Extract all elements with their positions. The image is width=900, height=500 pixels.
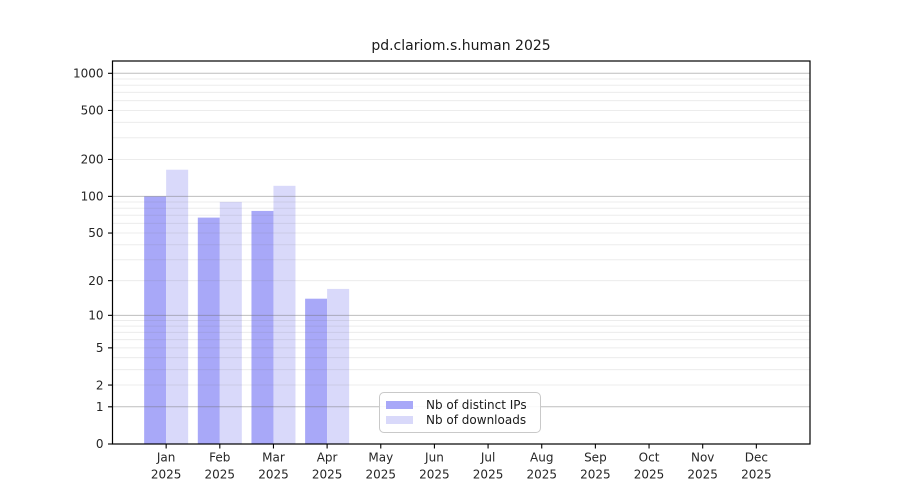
y-tick-label-1: 1 [96, 400, 104, 414]
x-tick-label-apr-year: 2025 [312, 468, 343, 482]
x-tick-label-dec: Dec [745, 451, 768, 465]
y-tick-label-500: 500 [81, 104, 104, 118]
y-tick-label-5: 5 [96, 341, 104, 355]
x-tick-label-jan-year: 2025 [151, 468, 182, 482]
bar-apr-downloads [327, 288, 350, 444]
y-tick-label-2: 2 [96, 378, 104, 392]
x-tick-label-may-year: 2025 [365, 468, 396, 482]
legend-item-distinct-ips: Nb of distinct IPs [386, 397, 532, 412]
bar-apr-distinct-ips [305, 298, 328, 444]
x-tick-label-apr: Apr [317, 451, 338, 465]
legend-item-downloads: Nb of downloads [386, 413, 532, 428]
x-tick-label-dec-year: 2025 [741, 468, 772, 482]
x-tick-label-sep-year: 2025 [580, 468, 611, 482]
x-tick-label-jun: Jun [424, 451, 444, 465]
x-tick-label-may: May [368, 451, 393, 465]
x-tick-label-aug: Aug [530, 451, 553, 465]
x-tick-label-nov-year: 2025 [687, 468, 718, 482]
x-tick-label-nov: Nov [691, 451, 714, 465]
y-tick-label-100: 100 [81, 190, 104, 204]
x-tick-label-jul: Jul [480, 451, 495, 465]
x-tick-label-feb-year: 2025 [205, 468, 236, 482]
x-tick-label-jun-year: 2025 [419, 468, 450, 482]
bar-mar-distinct-ips [251, 210, 274, 444]
legend: Nb of distinct IPs Nb of downloads [379, 392, 541, 433]
x-tick-label-oct: Oct [639, 451, 660, 465]
bar-mar-downloads [273, 185, 296, 445]
y-tick-label-10: 10 [88, 309, 103, 323]
axis-spines [111, 60, 811, 445]
bar-feb-downloads [219, 201, 242, 444]
y-tick-label-1000: 1000 [73, 67, 104, 81]
y-tick-label-20: 20 [88, 274, 103, 288]
bar-feb-distinct-ips [197, 217, 220, 444]
x-tick-label-feb: Feb [209, 451, 230, 465]
legend-label-distinct-ips: Nb of distinct IPs [426, 397, 527, 412]
x-tick-label-aug-year: 2025 [526, 468, 557, 482]
bar-jan-distinct-ips [144, 196, 167, 444]
legend-label-downloads: Nb of downloads [426, 413, 527, 428]
y-tick-label-50: 50 [88, 226, 103, 240]
x-tick-label-mar-year: 2025 [258, 468, 289, 482]
x-tick-label-mar: Mar [262, 451, 285, 465]
bar-jan-downloads [166, 169, 189, 445]
x-tick-label-jan: Jan [156, 451, 176, 465]
legend-swatch-downloads [386, 416, 413, 425]
x-tick-label-oct-year: 2025 [634, 468, 665, 482]
legend-swatch-distinct-ips [386, 400, 413, 409]
x-tick-label-sep: Sep [584, 451, 607, 465]
x-tick-label-jul-year: 2025 [473, 468, 504, 482]
y-tick-label-200: 200 [81, 153, 104, 167]
chart-title: pd.clariom.s.human 2025 [371, 38, 551, 54]
y-tick-label-0: 0 [96, 437, 104, 451]
